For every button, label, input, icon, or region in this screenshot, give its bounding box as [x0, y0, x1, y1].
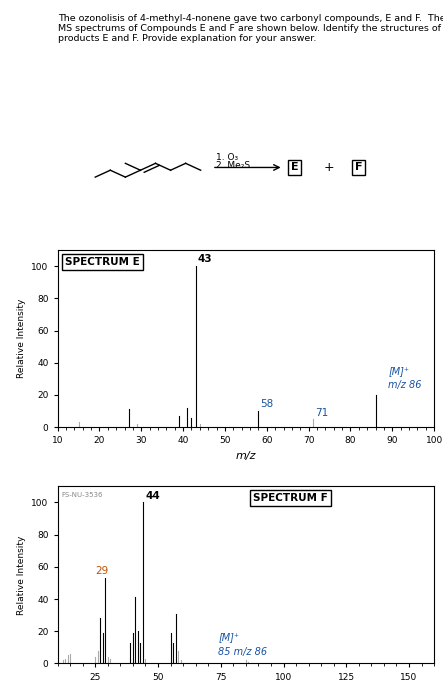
Text: E: E	[291, 163, 299, 172]
Text: 44: 44	[145, 490, 160, 501]
Text: [M]⁺: [M]⁺	[218, 633, 239, 642]
Text: FS-NU-3536: FS-NU-3536	[61, 492, 103, 497]
Text: 1. O₃: 1. O₃	[216, 153, 238, 162]
Y-axis label: Relative Intensity: Relative Intensity	[17, 535, 26, 614]
Y-axis label: Relative Intensity: Relative Intensity	[17, 299, 26, 378]
Text: 58: 58	[260, 399, 274, 410]
Text: F: F	[355, 163, 362, 172]
Text: 2. Me₂S: 2. Me₂S	[216, 161, 250, 170]
Text: [M]⁺: [M]⁺	[388, 366, 409, 376]
Text: 71: 71	[315, 408, 328, 417]
X-axis label: m/z: m/z	[236, 451, 256, 461]
Text: The ozonolisis of 4-methyl-4-nonene gave two carbonyl compounds, E and F.  The
M: The ozonolisis of 4-methyl-4-nonene gave…	[58, 14, 443, 44]
Text: m/z 86: m/z 86	[388, 380, 422, 390]
Text: +: +	[323, 161, 334, 174]
Text: 85 m/z 86: 85 m/z 86	[218, 647, 268, 657]
Text: SPECTRUM E: SPECTRUM E	[65, 257, 140, 267]
Text: 29: 29	[95, 566, 109, 577]
Text: 43: 43	[198, 254, 212, 265]
Text: SPECTRUM F: SPECTRUM F	[253, 493, 328, 503]
